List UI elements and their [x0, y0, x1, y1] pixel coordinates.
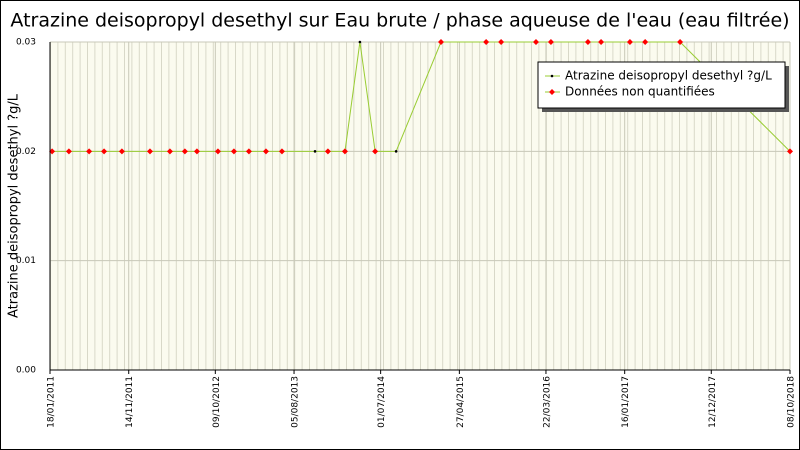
y-axis-label: Atrazine deisopropyl desethyl ?g/L [7, 93, 22, 318]
legend: Atrazine deisopropyl desethyl ?g/L Donné… [537, 61, 789, 112]
point-non-quantified [787, 148, 793, 155]
point-non-quantified [372, 148, 379, 155]
x-tick-label: 01/07/2014 [377, 376, 387, 428]
point-non-quantified [677, 39, 684, 45]
x-tick-label: 27/04/2015 [456, 376, 466, 428]
legend-box [537, 61, 786, 109]
x-tick-label: 09/10/2012 [212, 376, 222, 428]
legend-label: Données non quantifiées [565, 85, 715, 99]
y-tick-label: 0.02 [16, 147, 36, 157]
point-non-quantified [230, 148, 237, 155]
point-non-quantified [166, 148, 173, 155]
points [49, 39, 793, 155]
point [394, 150, 398, 153]
point-non-quantified [146, 148, 153, 155]
point-non-quantified [245, 148, 252, 155]
point-non-quantified [532, 39, 539, 45]
y-tick-label: 0.03 [16, 38, 36, 48]
x-tick-label: 08/10/2018 [787, 376, 797, 428]
point [358, 40, 362, 44]
x-tick-label: 22/03/2016 [542, 376, 552, 428]
point-non-quantified [214, 148, 221, 155]
point-non-quantified [181, 148, 188, 155]
point-non-quantified [65, 148, 72, 155]
point-non-quantified [498, 39, 505, 45]
point-non-quantified [598, 39, 605, 45]
x-tick-label: 12/12/2017 [708, 376, 718, 428]
y-tick-label: 0.00 [16, 366, 36, 376]
x-tick-label: 14/11/2011 [125, 376, 135, 428]
point-non-quantified [642, 39, 649, 45]
legend-label: Atrazine deisopropyl desethyl ?g/L [565, 69, 772, 83]
point-non-quantified [483, 39, 490, 45]
legend-symbol [549, 89, 555, 95]
point-non-quantified [49, 148, 56, 155]
x-tick-label: 18/01/2011 [47, 376, 57, 428]
point-non-quantified [324, 148, 331, 155]
point-non-quantified [437, 39, 444, 45]
legend-symbol [550, 74, 554, 78]
point-non-quantified [626, 39, 633, 45]
point [313, 150, 317, 153]
point-non-quantified [341, 148, 348, 155]
chart-title: Atrazine deisopropyl desethyl sur Eau br… [10, 10, 789, 32]
x-tick-label: 05/08/2013 [291, 376, 301, 428]
point-non-quantified [101, 148, 108, 155]
point-non-quantified [193, 148, 200, 155]
point-non-quantified [547, 39, 554, 45]
point-non-quantified [118, 148, 125, 155]
point-non-quantified [584, 39, 591, 45]
y-tick-label: 0.01 [16, 256, 36, 266]
point-non-quantified [262, 148, 269, 155]
x-tick-label: 16/01/2017 [621, 376, 631, 428]
point-non-quantified [86, 148, 93, 155]
point-non-quantified [278, 148, 285, 155]
